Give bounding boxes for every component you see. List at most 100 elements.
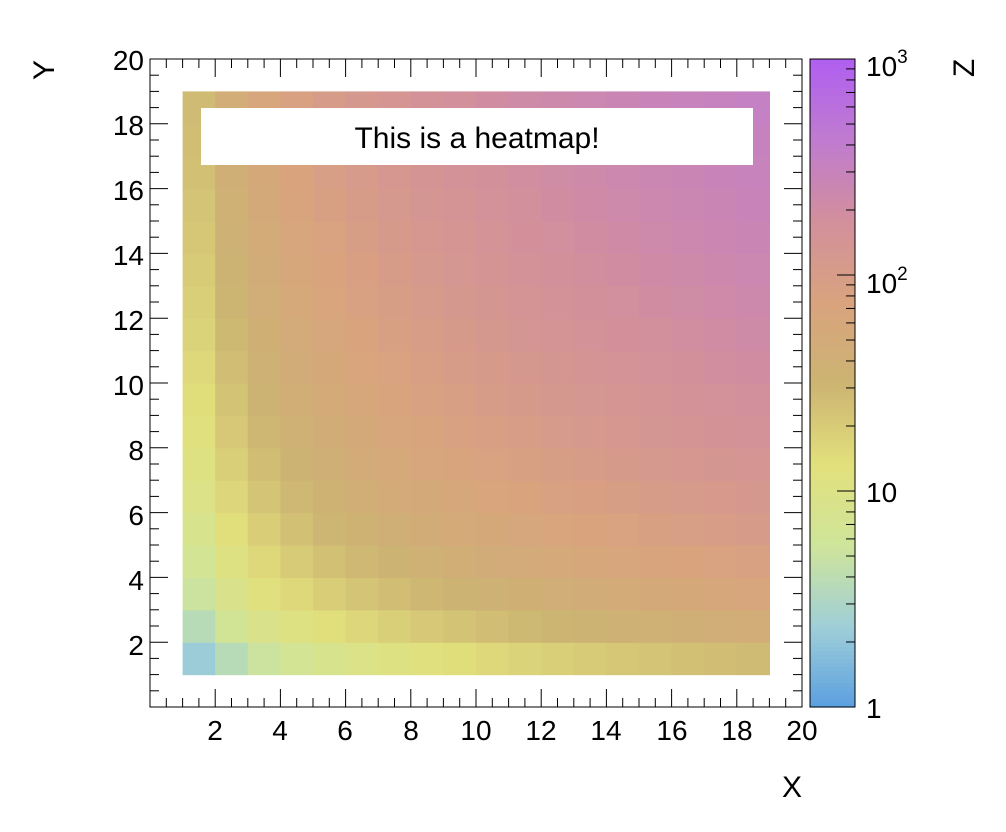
heatmap-cell <box>736 221 770 254</box>
heatmap-cell <box>639 512 673 546</box>
heatmap-cell <box>247 221 281 254</box>
heatmap-cell <box>215 285 249 319</box>
heatmap-cell <box>606 221 640 254</box>
heatmap-cell <box>573 221 607 254</box>
heatmap-cell <box>508 609 542 643</box>
y-tick-label: 8 <box>128 435 144 466</box>
heatmap-cell <box>573 609 607 643</box>
heatmap-cell <box>410 318 444 352</box>
heatmap-cell <box>704 512 738 546</box>
heatmap-cell <box>541 383 575 416</box>
heatmap-cell <box>247 480 281 514</box>
colorbar-segment <box>810 306 855 311</box>
heatmap-cell <box>476 285 510 319</box>
colorbar-segment <box>810 407 855 412</box>
heatmap-cell <box>671 447 705 481</box>
colorbar-segment <box>810 310 855 315</box>
heatmap-cell <box>704 188 738 222</box>
colorbar-segment <box>810 346 855 352</box>
heatmap-cell <box>443 350 477 384</box>
colorbar-segment <box>810 411 855 416</box>
axis-ticks <box>149 58 803 708</box>
heatmap-cell <box>704 221 738 254</box>
heatmap-cell <box>736 285 770 319</box>
heatmap-cell <box>476 512 510 546</box>
colorbar-segment <box>810 427 855 433</box>
heatmap-cell <box>345 221 379 254</box>
heatmap-cell <box>280 545 314 578</box>
heatmap-cell <box>215 512 249 546</box>
heatmap-cell <box>443 383 477 416</box>
colorbar-segment <box>810 520 855 526</box>
colorbar-segment <box>810 188 855 194</box>
heatmap-cell <box>606 318 640 352</box>
colorbar-segment <box>810 549 855 554</box>
heatmap-cell <box>313 221 347 254</box>
colorbar-segment <box>810 686 855 692</box>
heatmap-cell <box>313 285 347 319</box>
colorbar-segment <box>810 447 855 453</box>
heatmap-cell <box>639 318 673 352</box>
heatmap-cell <box>410 285 444 319</box>
heatmap-cell <box>247 285 281 319</box>
heatmap-cell <box>639 577 673 611</box>
heatmap-cell <box>410 609 444 643</box>
heatmap-cell <box>345 188 379 222</box>
colorbar-segment <box>810 71 855 76</box>
heatmap-cell <box>345 415 379 449</box>
heatmap-cell <box>182 253 216 287</box>
heatmap-cell <box>736 447 770 481</box>
heatmap-cell <box>606 285 640 319</box>
colorbar-segment <box>810 370 855 376</box>
heatmap-cell <box>541 642 575 676</box>
heatmap-cell <box>280 285 314 319</box>
heatmap-cell <box>671 415 705 449</box>
colorbar-segment <box>810 192 855 198</box>
colorbar-segment <box>810 366 855 372</box>
colorbar-segment <box>810 180 855 186</box>
heatmap-cell <box>541 577 575 611</box>
colorbar-segment <box>810 484 855 489</box>
heatmap-cell <box>443 512 477 546</box>
colorbar-segment <box>810 229 855 234</box>
colorbar-segment <box>810 589 855 595</box>
heatmap-cell <box>215 447 249 481</box>
heatmap-cell <box>378 221 412 254</box>
colorbar-segment <box>810 184 855 190</box>
heatmap-cell <box>704 285 738 319</box>
heatmap-cell <box>215 609 249 643</box>
colorbar-segment <box>810 415 855 421</box>
x-tick-label: 20 <box>786 715 817 746</box>
x-tick-label: 18 <box>721 715 752 746</box>
colorbar-segment <box>810 221 855 226</box>
heatmap-cell <box>508 545 542 578</box>
heatmap-cell <box>443 415 477 449</box>
colorbar-segment <box>810 496 855 502</box>
colorbar-segment <box>810 613 855 619</box>
colorbar-segment <box>810 261 855 267</box>
colorbar-segment <box>810 403 855 408</box>
heatmap-cell <box>182 383 216 416</box>
colorbar-segment <box>810 601 855 607</box>
colorbar-segment <box>810 322 855 327</box>
heatmap-cell <box>639 415 673 449</box>
x-tick-label: 6 <box>337 715 353 746</box>
colorbar-segment <box>810 95 855 101</box>
heatmap-cell <box>345 545 379 578</box>
y-tick-label: 12 <box>113 305 144 336</box>
heatmap-cell <box>671 642 705 676</box>
heatmap-cell <box>443 480 477 514</box>
heatmap-cell <box>541 285 575 319</box>
colorbar-segment <box>810 451 855 457</box>
heatmap-cell <box>736 609 770 643</box>
colorbar-segment <box>810 123 855 129</box>
y-axis-title: Y <box>28 60 61 80</box>
heatmap-cell <box>443 221 477 254</box>
colorbar-segment <box>810 435 855 441</box>
heatmap-cell <box>508 480 542 514</box>
colorbar-segment <box>810 597 855 603</box>
heatmap-cell <box>508 318 542 352</box>
heatmap-cell <box>508 642 542 676</box>
heatmap-cell <box>606 480 640 514</box>
colorbar-segment <box>810 216 855 222</box>
